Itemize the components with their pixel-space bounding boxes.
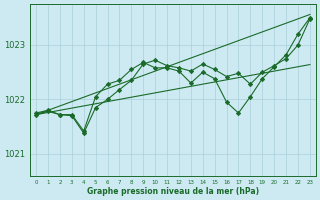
X-axis label: Graphe pression niveau de la mer (hPa): Graphe pression niveau de la mer (hPa) [87,187,259,196]
